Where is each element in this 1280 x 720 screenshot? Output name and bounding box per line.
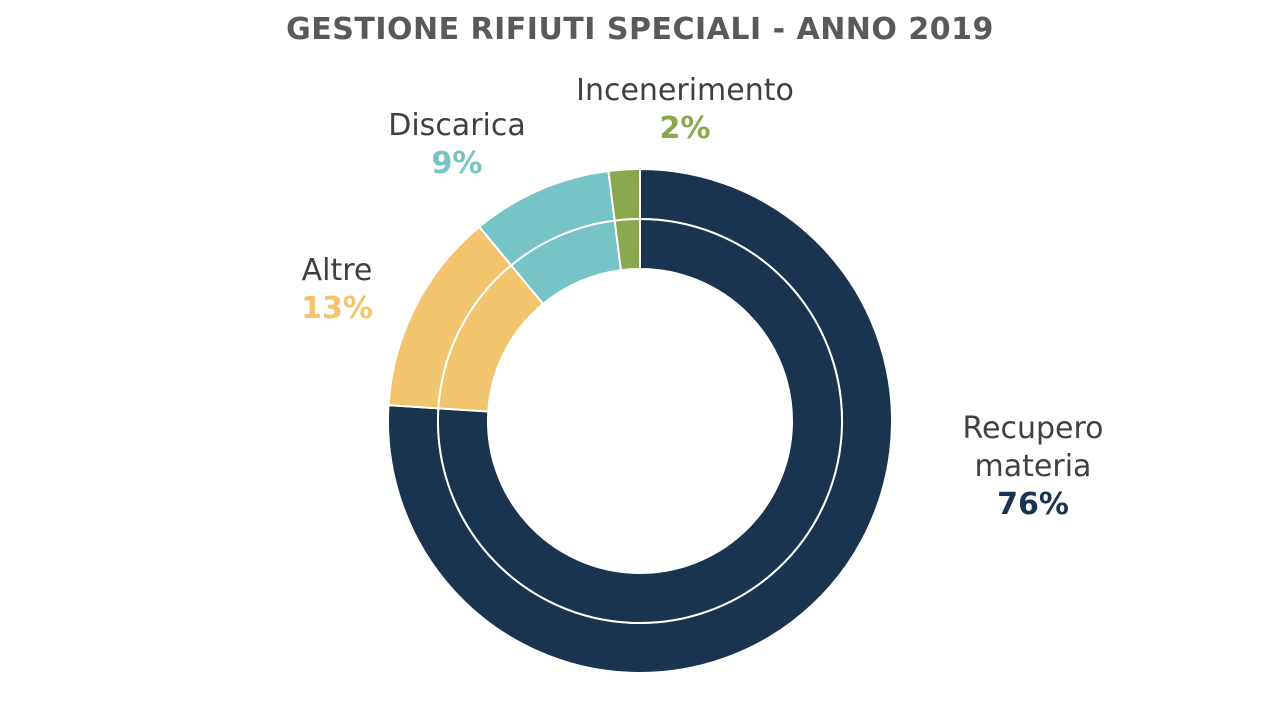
label-recupero-materia-pct: 76% bbox=[997, 487, 1069, 522]
label-discarica-pct: 9% bbox=[431, 146, 483, 181]
label-recupero-materia: Recupero materia 76% bbox=[933, 410, 1133, 524]
label-altre-pct: 13% bbox=[301, 291, 373, 326]
chart-title: GESTIONE RIFIUTI SPECIALI - ANNO 2019 bbox=[286, 12, 994, 47]
label-discarica: Discarica 9% bbox=[357, 107, 557, 183]
slice-inner-recupero-materia bbox=[437, 217, 843, 624]
label-recupero-materia-name: Recupero materia bbox=[962, 411, 1104, 484]
label-incenerimento: Incenerimento 2% bbox=[555, 72, 815, 148]
label-altre: Altre 13% bbox=[257, 252, 417, 328]
label-discarica-name: Discarica bbox=[388, 108, 526, 143]
slices-layer bbox=[387, 167, 893, 674]
label-altre-name: Altre bbox=[301, 253, 373, 288]
label-incenerimento-pct: 2% bbox=[659, 111, 711, 146]
slice-inner-incenerimento bbox=[613, 217, 641, 272]
label-incenerimento-name: Incenerimento bbox=[576, 73, 794, 108]
slice-outer-incenerimento bbox=[607, 167, 641, 222]
